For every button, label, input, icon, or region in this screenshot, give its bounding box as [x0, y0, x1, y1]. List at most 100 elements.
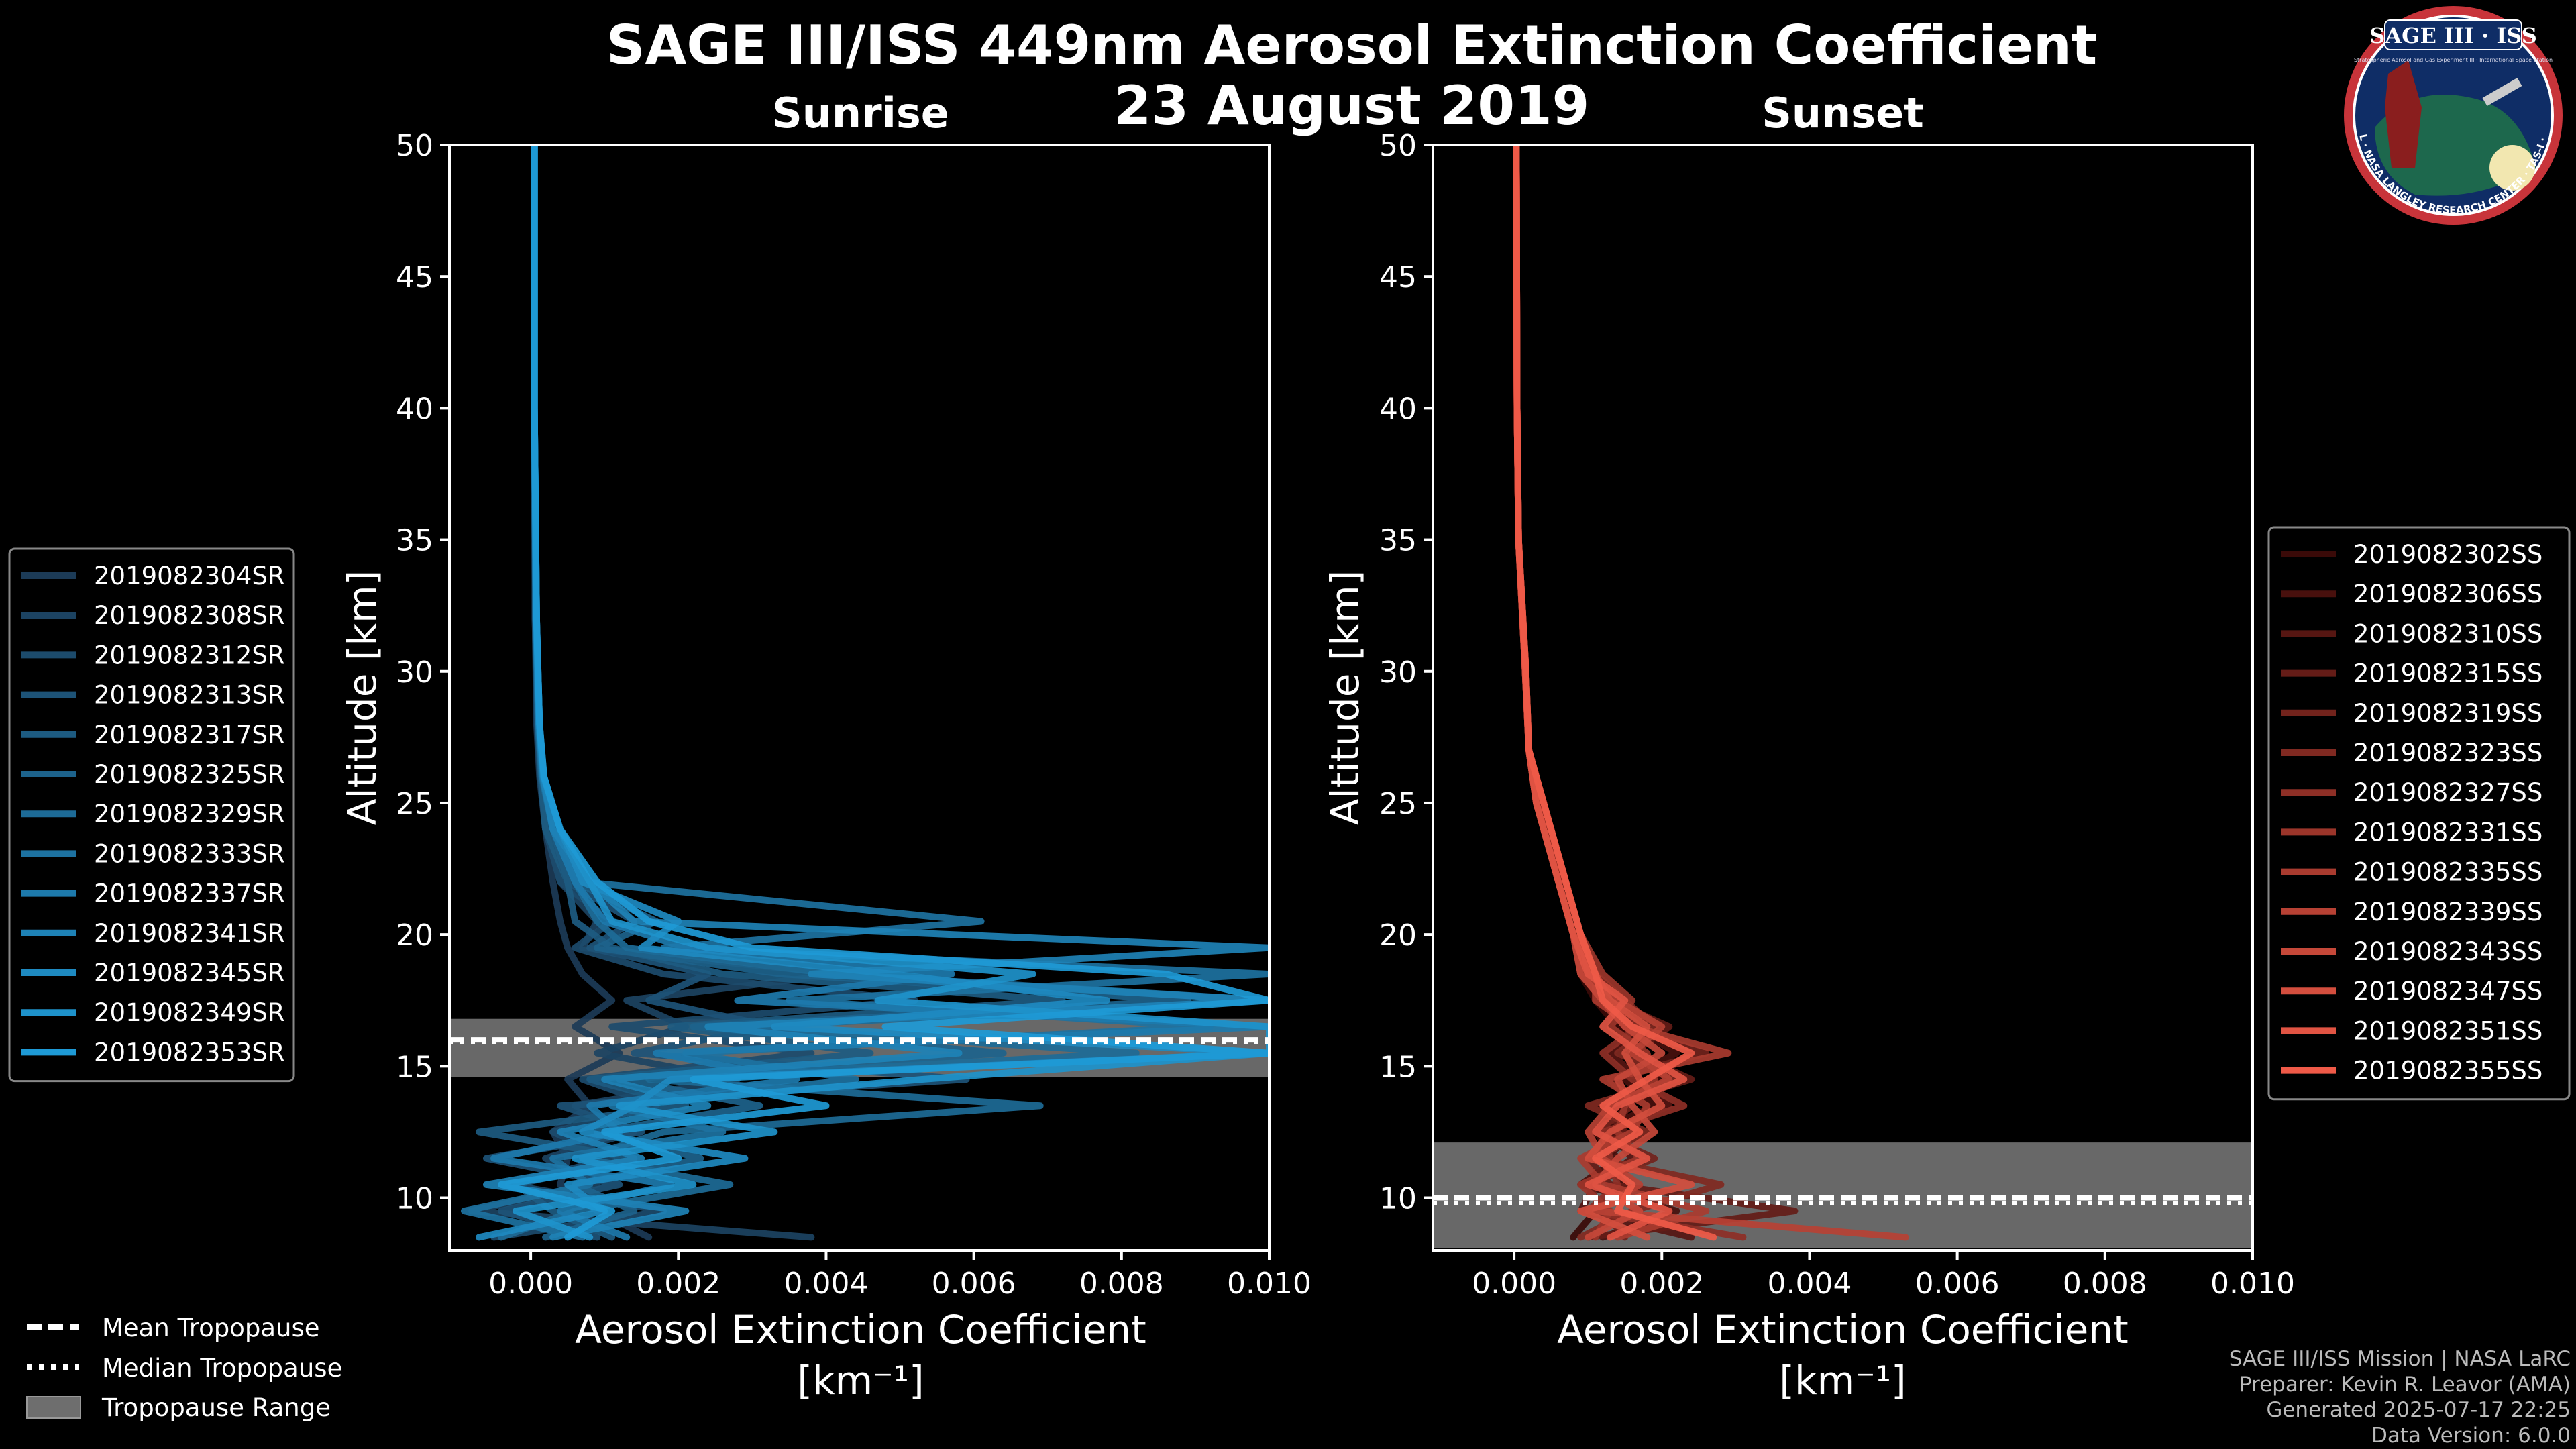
tropopause-range-swatch	[26, 1396, 81, 1419]
sunset-axis-ticks: 0.000 0.002 0.004 0.006 0.008 0.010 10 15 20 25 30…	[1379, 129, 2295, 1301]
sunset-x-axis-label: Aerosol Extinction Coefficient	[1557, 1307, 2129, 1352]
legend-entry-2019082319SS: 2019082319SS	[2353, 699, 2542, 728]
footer-preparer: Preparer: Kevin R. Leavor (AMA)	[2239, 1373, 2571, 1397]
footer-mission: SAGE III/ISS Mission | NASA LaRC	[2229, 1347, 2571, 1371]
y-tick-label: 45	[396, 260, 433, 294]
y-tick-label: 20	[396, 918, 433, 953]
legend-frame	[8, 547, 295, 1083]
x-tick-label: 0.008	[2063, 1267, 2147, 1301]
legend-entry-2019082353SR: 2019082353SR	[94, 1038, 285, 1067]
y-tick-label: 15	[1379, 1050, 1417, 1084]
y-tick-label: 20	[1379, 918, 1417, 953]
legend-entry-2019082323SS: 2019082323SS	[2353, 739, 2542, 767]
legend-entry-2019082351SS: 2019082351SS	[2353, 1016, 2542, 1045]
sunset-series-lines	[1513, 145, 1909, 1241]
y-tick-label: 50	[1379, 129, 1417, 163]
sunrise-tropopause-lines	[449, 1037, 1269, 1045]
sunrise-y-axis-label: Altitude [km]	[339, 570, 385, 825]
legend-entry-2019082349SR: 2019082349SR	[94, 998, 285, 1027]
legend-entry-2019082333SR: 2019082333SR	[94, 839, 285, 868]
y-tick-label: 25	[1379, 787, 1417, 821]
y-tick-label: 30	[396, 655, 433, 690]
x-tick-label: 0.004	[784, 1267, 868, 1301]
legend-entry-2019082331SS: 2019082331SS	[2353, 818, 2542, 847]
median-tropopause-label: Median Tropopause	[102, 1354, 342, 1383]
y-tick-label: 15	[396, 1050, 433, 1084]
tropopause-legend: Mean Tropopause Median Tropopause Tropop…	[26, 1313, 342, 1422]
logo-subtext: Stratospheric Aerosol and Gas Experiment…	[2354, 57, 2553, 63]
y-tick-label: 35	[1379, 524, 1417, 558]
mean-tropopause-label: Mean Tropopause	[102, 1313, 320, 1342]
logo-moon-icon	[2489, 145, 2535, 191]
legend-entry-2019082317SR: 2019082317SR	[94, 720, 285, 749]
legend-entry-2019082308SR: 2019082308SR	[94, 601, 285, 630]
footer-generated: Generated 2025-07-17 22:25	[2266, 1398, 2571, 1422]
logo-figure-icon	[2385, 60, 2422, 168]
sunrise-x-axis-label: Aerosol Extinction Coefficient	[575, 1307, 1146, 1352]
footer-data-version: Data Version: 6.0.0	[2371, 1424, 2571, 1448]
logo-space-station-icon	[2482, 77, 2522, 107]
legend-frame	[2267, 526, 2571, 1101]
sunset-panel: Sunset 0.000 0.002 0.004 0.006 0.008 0.010 10 1…	[1322, 89, 2295, 1403]
legend-entry-2019082313SR: 2019082313SR	[94, 681, 285, 710]
legend-entry-2019082302SS: 2019082302SS	[2353, 540, 2542, 569]
legend-entry-2019082315SS: 2019082315SS	[2353, 659, 2542, 688]
y-tick-label: 30	[1379, 655, 1417, 690]
legend-entry-2019082325SR: 2019082325SR	[94, 760, 285, 789]
legend-entry-2019082339SS: 2019082339SS	[2353, 898, 2542, 926]
series-line-2019082339SS	[1513, 145, 1909, 1241]
y-tick-label: 25	[396, 787, 433, 821]
legend-entry-2019082341SR: 2019082341SR	[94, 919, 285, 948]
y-tick-label: 45	[1379, 260, 1417, 294]
x-tick-label: 0.010	[1227, 1267, 1311, 1301]
legend-entry-2019082335SS: 2019082335SS	[2353, 858, 2542, 887]
legend-entry-2019082355SS: 2019082355SS	[2353, 1057, 2542, 1085]
legend-entry-2019082347SS: 2019082347SS	[2353, 977, 2542, 1006]
x-tick-label: 0.008	[1079, 1267, 1164, 1301]
x-tick-label: 0.002	[636, 1267, 720, 1301]
legend-entry-2019082337SR: 2019082337SR	[94, 879, 285, 908]
sunset-panel-title: Sunset	[1762, 89, 1924, 138]
footer-credits: SAGE III/ISS Mission | NASA LaRC Prepare…	[2229, 1347, 2571, 1448]
logo-text: SAGE III · ISS	[2369, 23, 2537, 48]
figure-subtitle-date: 23 August 2019	[1114, 74, 1590, 137]
x-tick-label: 0.000	[1472, 1267, 1556, 1301]
sunrise-panel: Sunrise 0.000 0.002 0.004 0.006 0.008 0.010 10…	[339, 89, 1311, 1403]
logo-banner	[2384, 19, 2522, 50]
figure-title: SAGE III/ISS 449nm Aerosol Extinction Co…	[606, 14, 2097, 76]
y-tick-label: 35	[396, 524, 433, 558]
sunrise-series-lines	[461, 145, 1269, 1241]
y-tick-label: 10	[396, 1182, 433, 1216]
x-tick-label: 0.006	[1915, 1267, 2000, 1301]
legend-entry-2019082312SR: 2019082312SR	[94, 641, 285, 669]
sunrise-legend: 2019082304SR 2019082308SR 2019082312SR 2019…	[8, 547, 295, 1083]
legend-entry-2019082306SS: 2019082306SS	[2353, 580, 2542, 608]
legend-entry-2019082329SR: 2019082329SR	[94, 800, 285, 828]
legend-entry-2019082327SS: 2019082327SS	[2353, 778, 2542, 807]
sunset-x-axis-unit: [km⁻¹]	[1779, 1358, 1906, 1403]
series-line-2019082355SS	[1513, 145, 1717, 1241]
x-tick-label: 0.006	[932, 1267, 1016, 1301]
sunrise-plot-frame	[448, 144, 1271, 1252]
legend-entry-2019082343SS: 2019082343SS	[2353, 937, 2542, 966]
sunrise-axis-ticks: 0.000 0.002 0.004 0.006 0.008 0.010 10 15 20 25 30…	[396, 129, 1311, 1301]
legend-entry-2019082310SS: 2019082310SS	[2353, 619, 2542, 648]
sunset-tropopause-lines	[1433, 1195, 2253, 1205]
x-tick-label: 0.002	[1619, 1267, 1704, 1301]
x-tick-label: 0.010	[2210, 1267, 2295, 1301]
tropopause-range-label: Tropopause Range	[101, 1393, 331, 1422]
y-tick-label: 10	[1379, 1182, 1417, 1216]
y-tick-label: 40	[396, 392, 433, 426]
x-tick-label: 0.000	[488, 1267, 573, 1301]
series-line-2019082353SR	[498, 145, 1269, 1241]
legend-entry-2019082304SR: 2019082304SR	[94, 561, 285, 590]
sunset-y-axis-label: Altitude [km]	[1322, 570, 1368, 825]
y-tick-label: 40	[1379, 392, 1417, 426]
sunrise-x-axis-unit: [km⁻¹]	[797, 1358, 924, 1403]
sunset-plot-frame	[1432, 144, 2254, 1252]
sunrise-panel-title: Sunrise	[772, 89, 949, 138]
legend-entry-2019082345SR: 2019082345SR	[94, 959, 285, 987]
sunset-legend: 2019082302SS 2019082306SS 2019082310SS 2019…	[2267, 526, 2571, 1101]
x-tick-label: 0.004	[1767, 1267, 1851, 1301]
